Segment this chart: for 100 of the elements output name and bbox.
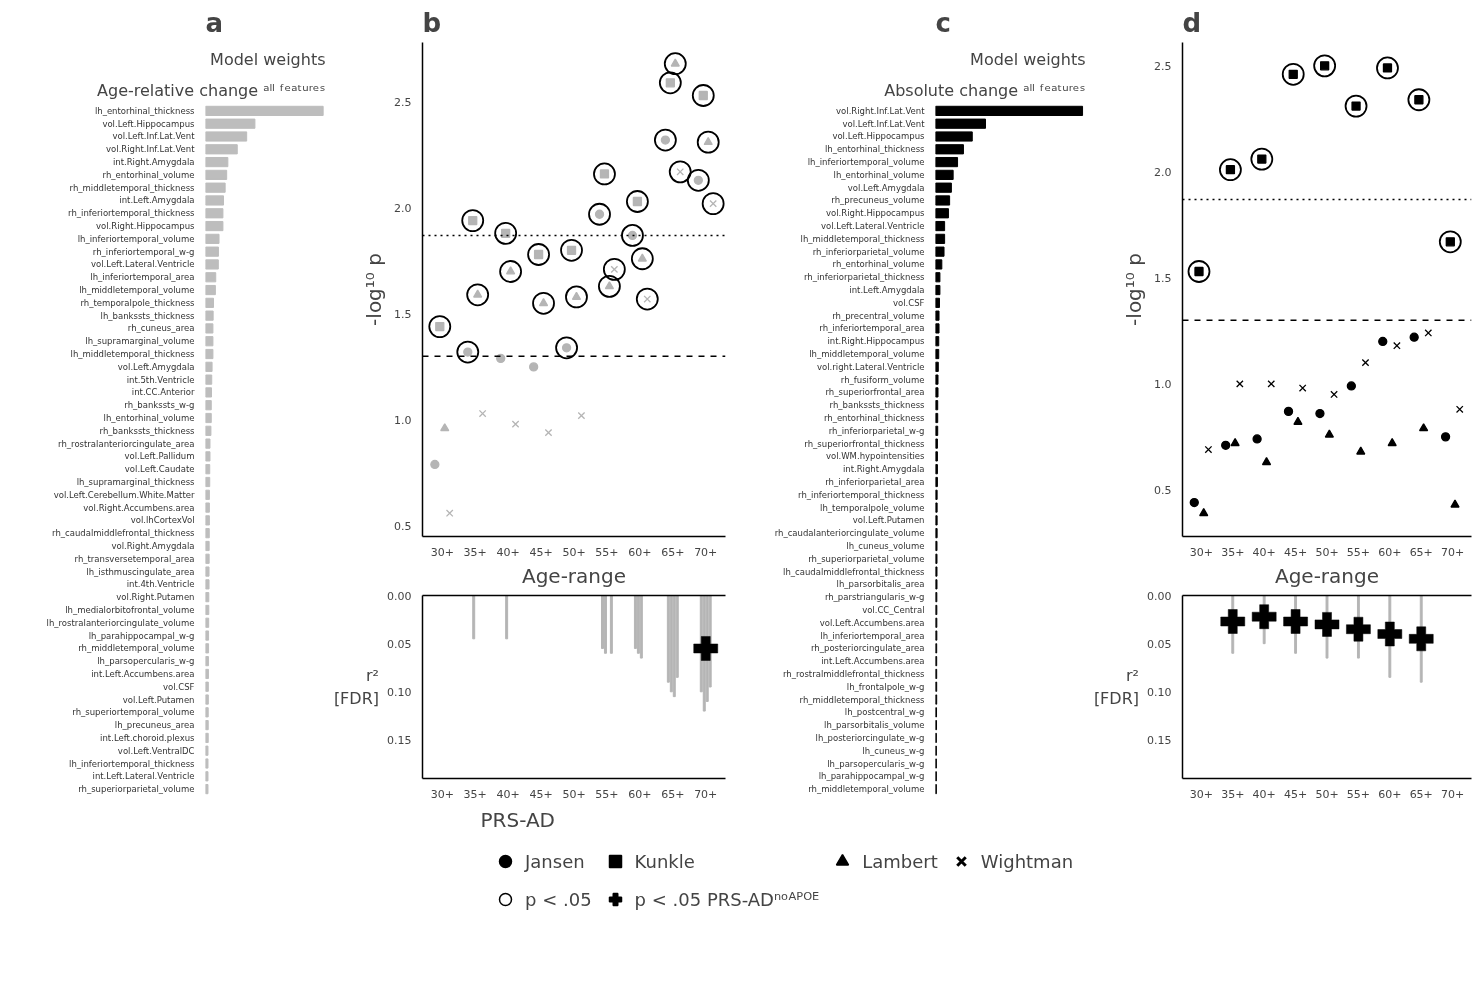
y-tick-label: rh_superiorfrontal_thickness bbox=[804, 438, 926, 449]
y-tick-label: int.4th.Ventricle bbox=[126, 579, 195, 590]
x-tick-label: 35+ bbox=[1221, 787, 1245, 801]
legend-label: Wightman bbox=[980, 850, 1074, 872]
y-tick-label: vol.Left.Lateral.Ventricle bbox=[91, 259, 195, 270]
y-tick-label: 0.15 bbox=[387, 733, 412, 747]
x-tick-label: 30+ bbox=[430, 787, 454, 801]
x-tick-label: 55+ bbox=[1346, 787, 1371, 801]
x-tick-label: 70+ bbox=[1441, 787, 1465, 801]
y-tick-label: lh_middletemporal_volume bbox=[79, 285, 195, 296]
y-tick-label: 0.10 bbox=[387, 685, 412, 699]
y-tick-label: vol.right.Lateral.Ventricle bbox=[817, 361, 925, 372]
chart-subtitle: Absolute change ᵃˡˡ ᶠᵉᵃᵗᵘʳᵉˢ bbox=[884, 80, 1086, 100]
y-tick-label: vol.Left.Accumbens.area bbox=[819, 617, 925, 628]
y-tick-label: vol.Left.Caudate bbox=[124, 464, 195, 475]
y-tick-label: rh_inferiorparietal_thickness bbox=[804, 272, 926, 283]
y-tick-label: rh_posteriorcingulate_area bbox=[811, 643, 925, 654]
y-tick-label: lh_entorhinal_thickness bbox=[94, 105, 196, 116]
x-tick-label: 55+ bbox=[1346, 545, 1371, 559]
y-tick-label: rh_fusiform_volume bbox=[840, 374, 925, 385]
text: b bbox=[422, 7, 442, 38]
y-tick-label: vol.Right.Accumbens.area bbox=[83, 502, 195, 513]
y-tick-label: vol.Left.VentralDC bbox=[117, 745, 195, 756]
y-tick-label: int.Left.Accumbens.area bbox=[91, 668, 195, 679]
y-tick-label: rh_entorhinal_thickness bbox=[823, 413, 926, 424]
y-tick-label: lh_bankssts_thickness bbox=[100, 310, 196, 321]
y-tick-label: lh_precuneus_area bbox=[114, 720, 195, 731]
y-axis-title: r² bbox=[1126, 666, 1140, 686]
text: a bbox=[205, 7, 224, 38]
y-tick-label: int.Right.Hippocampus bbox=[827, 336, 926, 347]
y-tick-label: rh_superiorfrontal_area bbox=[825, 387, 925, 398]
y-tick-label: rh_entorhinal_volume bbox=[102, 169, 195, 180]
y-tick-label: 0.05 bbox=[387, 637, 412, 651]
chart-title: Model weights bbox=[970, 49, 1086, 69]
x-tick-label: 50+ bbox=[562, 787, 586, 801]
y-tick-label: lh_cuneus_w-g bbox=[862, 745, 925, 756]
y-tick-label: vol.Left.Amygdala bbox=[117, 361, 195, 372]
x-tick-label: 55+ bbox=[595, 787, 619, 801]
y-tick-label: rh_entorhinal_volume bbox=[832, 259, 925, 270]
y-tick-label: rh_parstriangularis_w-g bbox=[824, 592, 925, 603]
y-tick-label: 2.0 bbox=[1154, 165, 1172, 179]
text: [FDR] bbox=[333, 688, 380, 708]
y-tick-label: vol.Left.Hippocampus bbox=[832, 131, 926, 142]
x-tick-label: 40+ bbox=[496, 787, 520, 801]
y-tick-label: lh_parsopercularis_w-g bbox=[827, 758, 925, 769]
x-tick-label: 35+ bbox=[463, 787, 487, 801]
x-tick-label: 40+ bbox=[496, 545, 520, 559]
y-tick-label: rh_caudalanteriorcingulate_volume bbox=[774, 528, 925, 539]
y-tick-label: 2.5 bbox=[394, 95, 412, 109]
y-tick-label: int.Right.Amygdala bbox=[112, 157, 195, 168]
y-tick-label: vol.Left.Putamen bbox=[852, 515, 925, 526]
x-tick-label: 60+ bbox=[1378, 787, 1402, 801]
y-tick-label: 1.0 bbox=[394, 413, 412, 427]
y-tick-label: rh_inferiortemporal_thickness bbox=[68, 208, 196, 219]
x-axis-title: Age-range bbox=[521, 563, 627, 588]
y-tick-label: rh_middletemporal_volume bbox=[78, 643, 195, 654]
y-tick-label: 0.00 bbox=[1147, 589, 1172, 603]
text: c bbox=[935, 7, 951, 38]
y-tick-label: rh_inferiorparietal_volume bbox=[812, 246, 925, 257]
x-tick-label: 45+ bbox=[529, 545, 553, 559]
y-tick-label: lh_middletemporal_thickness bbox=[70, 349, 196, 360]
y-tick-label: rh_inferiortemporal_w-g bbox=[92, 246, 195, 257]
y-tick-label: vol.Right.Hippocampus bbox=[96, 221, 196, 232]
y-tick-label: vol.Left.Lateral.Ventricle bbox=[821, 221, 925, 232]
x-tick-label: 30+ bbox=[1189, 545, 1213, 559]
y-tick-label: 0.05 bbox=[1147, 637, 1172, 651]
y-tick-label: rh_rostralmiddlefrontal_thickness bbox=[782, 668, 926, 679]
y-tick-label: vol.CSF bbox=[162, 681, 195, 692]
y-tick-label: vol.Right.Inf.Lat.Vent bbox=[106, 144, 196, 155]
y-tick-label: 2.0 bbox=[394, 201, 412, 215]
legend-label: p < .05 bbox=[525, 888, 592, 910]
y-tick-label: lh_frontalpole_w-g bbox=[846, 681, 925, 692]
x-axis-title: Age-range bbox=[1274, 563, 1380, 588]
y-tick-label: vol.lhCortexVol bbox=[130, 515, 195, 526]
y-tick-label: lh_entorhinal_thickness bbox=[824, 144, 926, 155]
y-tick-label: 1.5 bbox=[1154, 271, 1172, 285]
x-tick-label: 70+ bbox=[694, 787, 718, 801]
y-tick-label: int.5th.Ventricle bbox=[126, 374, 195, 385]
y-tick-label: rh_precentral_volume bbox=[832, 310, 925, 321]
legend-label: Kunkle bbox=[634, 850, 695, 872]
y-tick-label: int.Right.Amygdala bbox=[842, 464, 925, 475]
x-tick-label: 30+ bbox=[1189, 787, 1213, 801]
x-tick-label: 35+ bbox=[1221, 545, 1245, 559]
y-tick-label: rh_superiortemporal_volume bbox=[72, 707, 195, 718]
y-tick-label: lh_caudalmiddlefrontal_thickness bbox=[783, 566, 926, 577]
y-tick-label: 0.00 bbox=[387, 589, 412, 603]
y-tick-label: rh_rostralanteriorcingulate_area bbox=[58, 438, 195, 449]
y-tick-label: vol.Left.Inf.Lat.Vent bbox=[112, 131, 196, 142]
x-tick-label: 30+ bbox=[430, 545, 454, 559]
y-tick-label: lh_parsopercularis_w-g bbox=[97, 656, 195, 667]
y-tick-label: lh_inferiortemporal_area bbox=[90, 272, 195, 283]
y-tick-label: vol.Right.Putamen bbox=[116, 592, 195, 603]
x-tick-label: 65+ bbox=[1409, 545, 1433, 559]
y-tick-label: lh_inferiortemporal_volume bbox=[77, 233, 195, 244]
y-tick-label: vol.Left.Amygdala bbox=[847, 182, 925, 193]
x-tick-label: 50+ bbox=[1315, 787, 1339, 801]
y-tick-label: lh_temporalpole_volume bbox=[820, 502, 925, 513]
y-tick-label: lh_rostralanteriorcingulate_volume bbox=[46, 617, 195, 628]
y-tick-label: 0.10 bbox=[1147, 685, 1172, 699]
legend-label: Jansen bbox=[525, 850, 585, 872]
